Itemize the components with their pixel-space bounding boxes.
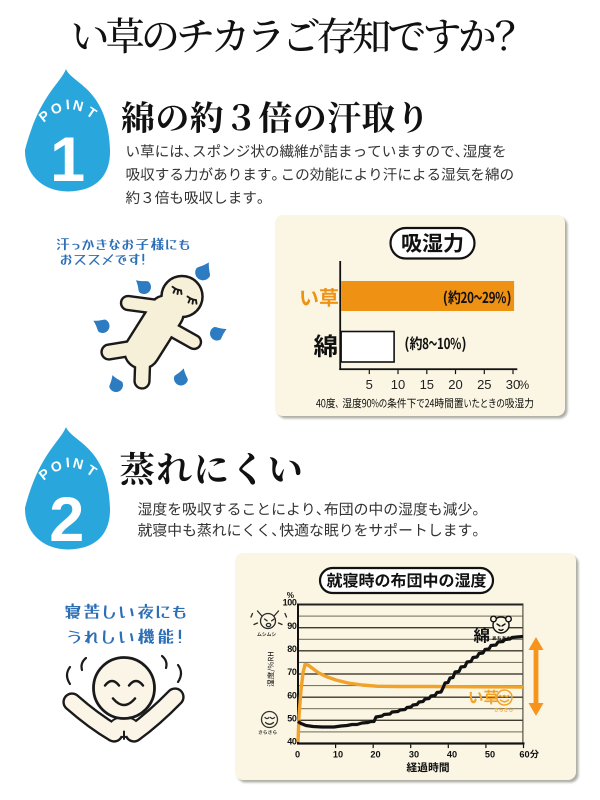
svg-text:25: 25 [477, 377, 491, 392]
svg-text:50: 50 [485, 750, 495, 760]
svg-text:10: 10 [333, 750, 343, 760]
svg-text:2: 2 [49, 485, 84, 555]
svg-text:I: I [65, 96, 70, 112]
svg-text:70: 70 [287, 667, 297, 677]
svg-text:100: 100 [283, 598, 297, 608]
svg-text:50: 50 [287, 714, 297, 724]
svg-text:20: 20 [448, 377, 462, 392]
svg-text:60: 60 [519, 750, 529, 760]
svg-text:10: 10 [391, 377, 405, 392]
svg-text:80: 80 [287, 644, 297, 654]
svg-text:30: 30 [409, 750, 419, 760]
svg-text:N: N [71, 97, 85, 115]
svg-text:20: 20 [370, 750, 380, 760]
svg-text:90: 90 [287, 621, 297, 631]
svg-text:%: % [287, 591, 295, 600]
svg-text:15: 15 [420, 377, 434, 392]
svg-text:60: 60 [287, 690, 297, 700]
svg-text:40: 40 [287, 737, 297, 747]
svg-text:40: 40 [447, 750, 457, 760]
svg-text:O: O [49, 99, 64, 118]
svg-text:%: % [519, 378, 530, 392]
svg-text:5: 5 [366, 377, 373, 392]
svg-text:0: 0 [295, 750, 300, 760]
svg-text:30: 30 [506, 377, 520, 392]
svg-text:N: N [71, 455, 85, 473]
svg-text:1: 1 [50, 125, 85, 195]
svg-text:I: I [65, 454, 70, 470]
svg-text:O: O [49, 457, 64, 476]
